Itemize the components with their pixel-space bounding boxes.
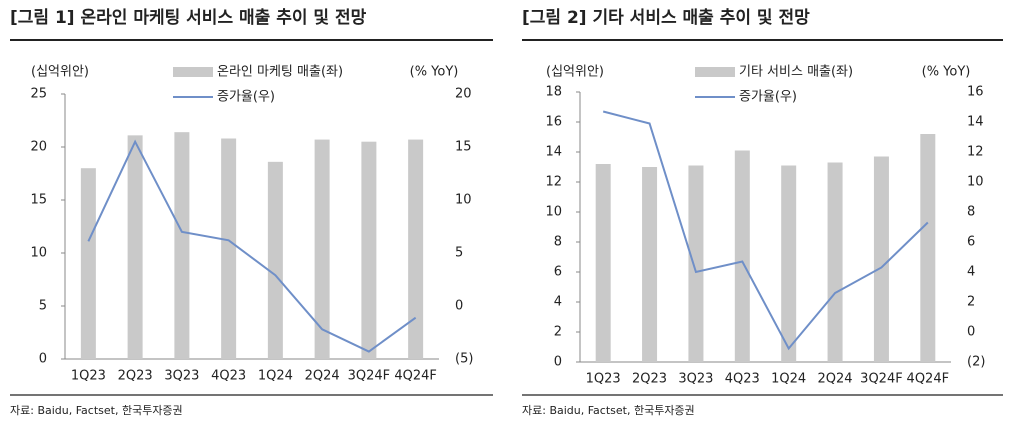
x-tick-label: 1Q23 xyxy=(71,369,106,384)
x-tick-label: 3Q23 xyxy=(164,369,199,384)
legend-label: 증가율(우) xyxy=(217,90,275,105)
line xyxy=(602,110,929,351)
x-tick-label: 4Q23 xyxy=(725,372,760,387)
x-tick-label: 1Q24 xyxy=(771,372,806,387)
y-tick-label: 4 xyxy=(554,295,562,310)
x-tick-label: 1Q23 xyxy=(586,372,621,387)
bar xyxy=(873,156,889,362)
bar xyxy=(174,132,190,359)
legend-swatch xyxy=(173,67,213,77)
x-tick-label: 4Q23 xyxy=(211,369,246,384)
y-tick-label: 14 xyxy=(545,145,562,160)
y2-tick-label: 16 xyxy=(967,85,984,100)
x-tick-label: 3Q23 xyxy=(678,372,713,387)
x-tick-label: 2Q23 xyxy=(118,369,153,384)
y-tick-label: 16 xyxy=(545,115,562,130)
y2-tick-label: 0 xyxy=(967,325,975,340)
y2-tick-label: 20 xyxy=(455,87,472,102)
bar xyxy=(221,138,237,359)
y-tick-label: 10 xyxy=(545,205,562,220)
bar xyxy=(267,161,283,359)
bar xyxy=(361,141,377,359)
bar xyxy=(127,135,143,359)
chart-title: [그림 2] 기타 서비스 매출 추이 및 전망 xyxy=(522,8,810,28)
y-axis-label: (십억위안) xyxy=(546,65,604,80)
y-tick-label: 10 xyxy=(30,246,47,261)
x-tick-label: 2Q24 xyxy=(818,372,853,387)
y2-tick-label: 14 xyxy=(967,115,984,130)
y-tick-label: 18 xyxy=(545,85,562,100)
y-tick-label: 2 xyxy=(554,325,562,340)
legend-swatch xyxy=(695,67,735,77)
legend-label: 증가율(우) xyxy=(739,90,797,105)
bar xyxy=(827,162,843,362)
bar xyxy=(688,165,704,362)
y-axis-label: (십억위안) xyxy=(31,65,89,80)
x-tick-label: 4Q24F xyxy=(394,369,437,384)
y-tick-label: 0 xyxy=(554,355,562,370)
y2-tick-label: 6 xyxy=(967,235,975,250)
legend-label: 온라인 마케팅 매출(좌) xyxy=(217,65,343,80)
x-tick-label: 3Q24F xyxy=(860,372,903,387)
bar xyxy=(920,134,936,362)
y2-axis-label: (% YoY) xyxy=(410,65,459,80)
y2-tick-label: 15 xyxy=(455,140,472,155)
bar xyxy=(642,167,658,362)
chart-title: [그림 1] 온라인 마케팅 서비스 매출 추이 및 전망 xyxy=(10,8,367,28)
legend-label: 기타 서비스 매출(좌) xyxy=(739,65,853,80)
y-tick-label: 8 xyxy=(554,235,562,250)
y2-tick-label: 2 xyxy=(967,295,975,310)
y2-tick-label: 10 xyxy=(455,193,472,208)
y2-tick-label: 5 xyxy=(455,246,463,261)
bar xyxy=(734,150,750,362)
y-tick-label: 15 xyxy=(30,193,47,208)
line xyxy=(87,139,417,353)
y2-tick-label: 4 xyxy=(967,265,975,280)
bar xyxy=(595,164,611,362)
y-tick-label: 12 xyxy=(545,175,562,190)
bar xyxy=(408,139,424,359)
y-tick-label: 25 xyxy=(30,87,47,102)
y2-tick-label: 8 xyxy=(967,205,975,220)
source: 자료: Baidu, Factset, 한국투자증권 xyxy=(10,404,183,417)
y2-axis-label: (% YoY) xyxy=(922,65,971,80)
x-tick-label: 2Q23 xyxy=(632,372,667,387)
bar xyxy=(314,139,330,359)
y-tick-label: 20 xyxy=(30,140,47,155)
x-tick-label: 4Q24F xyxy=(907,372,950,387)
y2-tick-label: 10 xyxy=(967,175,984,190)
x-tick-label: 2Q24 xyxy=(305,369,340,384)
y2-tick-label: 0 xyxy=(455,299,463,314)
x-tick-label: 3Q24F xyxy=(348,369,391,384)
y-tick-label: 5 xyxy=(39,299,47,314)
bar xyxy=(781,165,797,362)
y-tick-label: 0 xyxy=(39,352,47,367)
x-tick-label: 1Q24 xyxy=(258,369,293,384)
y2-tick-label: (2) xyxy=(967,355,985,370)
source: 자료: Baidu, Factset, 한국투자증권 xyxy=(522,404,695,417)
y2-tick-label: (5) xyxy=(455,352,473,367)
y2-tick-label: 12 xyxy=(967,145,984,160)
y-tick-label: 6 xyxy=(554,265,562,280)
bar xyxy=(80,168,96,359)
